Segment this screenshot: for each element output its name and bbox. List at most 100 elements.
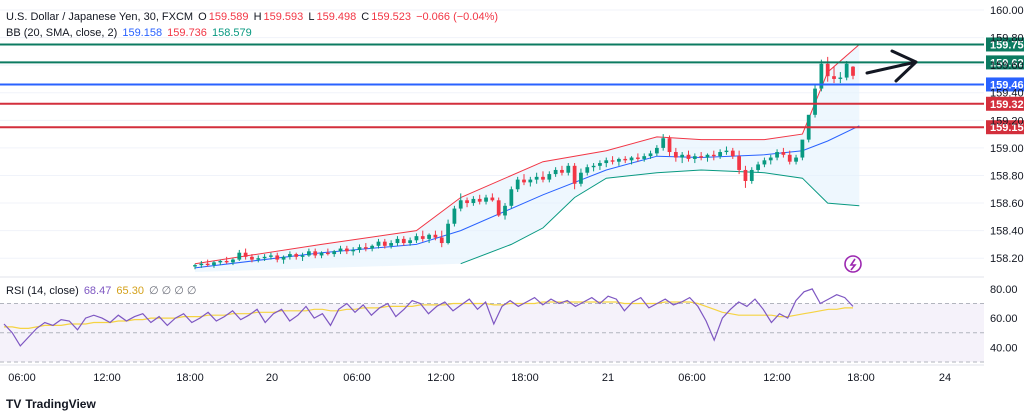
candle-body [680,154,685,158]
candle-body [553,169,558,175]
candle-body [496,200,501,216]
candle-body [300,255,305,257]
candle-body [446,223,450,244]
candle-body [275,255,280,260]
candle-body [781,152,786,155]
price-tick-label: 158.60 [990,198,1024,210]
arrow-line[interactable] [865,49,918,83]
candle-body [325,252,330,255]
candle-body [541,176,545,180]
tradingview-logo[interactable]: TV TradingView [6,397,96,411]
candle-body [851,66,855,76]
candle-body [572,165,577,184]
price-tick-label: 159.20 [990,115,1024,127]
time-tick-label: 06:00 [678,372,706,384]
price-tick-label: 159.40 [990,88,1024,100]
arrow-drawing[interactable] [865,49,918,83]
symbol-title[interactable]: U.S. Dollar / Japanese Yen, 30, FXCM [6,11,194,23]
rsi-value: 68.47 [83,285,112,297]
candle-body [667,138,672,153]
candle-body [686,154,691,159]
rsi-tick-label: 80.00 [990,284,1018,296]
candle-body [743,169,748,181]
candle-body [737,156,741,170]
candle-body [566,165,571,173]
candle-body [471,198,476,204]
candle-body [332,251,337,255]
candle-body [281,256,286,260]
candle-body [610,160,615,162]
candle-body [787,154,792,162]
candle-body [591,165,596,168]
rsi-ma-value: 65.30 [116,285,144,297]
candle-body [699,156,704,158]
candle-body [237,252,242,260]
level-tag [986,96,1024,111]
candle-body [560,169,564,173]
candle-body [344,248,349,252]
bollinger-label[interactable]: BB (20, SMA, close, 2) [6,27,118,39]
candle-body [794,157,798,162]
rsi-legend[interactable]: RSI (14, close) 68.47 65.30 ∅ ∅ ∅ ∅ [6,284,199,297]
price-axis[interactable]: 158.20158.40158.60158.80159.00159.20159.… [990,5,1024,265]
candle-body [458,200,463,209]
symbol-legend[interactable]: U.S. Dollar / Japanese Yen, 30, FXCM O 15… [6,11,500,23]
candle-body [319,252,324,256]
candle-body [408,240,412,244]
time-axis[interactable]: 06:00 12:00 18:00 20 06:00 12:00 18:00 21 06:00 1… [0,364,984,384]
time-tick-label: 06:00 [8,372,36,384]
bollinger-lower-value: 158.579 [211,27,252,39]
bollinger-band-fill [195,44,860,272]
level-tag [986,77,1024,92]
candle-body [465,200,469,204]
price-tick-label: 159.60 [990,60,1024,72]
price-tick-label: 159.00 [990,143,1024,155]
candle-body [629,157,634,161]
rsi-tick-label: 60.00 [990,313,1018,325]
rsi-line [3,288,854,347]
price-grid [0,9,984,259]
price-tick-label: 158.40 [990,226,1024,238]
candle-body [269,255,273,257]
candle-body [813,88,817,115]
candle-body [762,160,767,165]
alert-icon[interactable] [844,255,862,273]
candle-body [705,154,710,158]
candle-body [598,163,602,166]
candle-body [749,169,754,181]
candle-body [477,198,482,202]
candle-body [351,249,356,252]
level-tag-label: 159.62 [990,57,1024,69]
candle-body [503,205,507,216]
candle-body [420,236,425,239]
candle-body [484,197,488,202]
candle-body [623,158,628,161]
candle-body [401,238,406,244]
candle-body [800,139,805,158]
rsi-pane [0,288,984,363]
candle-body [338,248,343,252]
open-label: O [198,11,207,23]
time-tick-label: 21 [602,372,614,384]
bollinger-lower-line [460,169,860,265]
price-tick-label: 159.80 [990,33,1024,45]
candle-body [288,254,292,257]
candle-body [370,245,375,249]
candle-body [547,174,552,180]
candle-body [357,247,362,250]
rsi-label[interactable]: RSI (14, close) [6,285,79,297]
candle-body [389,243,394,246]
close-label: C [361,11,370,23]
bollinger-basis-value: 159.158 [122,27,163,39]
close-value: 159.523 [371,11,412,23]
high-value: 159.593 [263,11,304,23]
price-tick-label: 160.00 [990,5,1024,17]
bollinger-legend[interactable]: BB (20, SMA, close, 2) 159.158 159.736 1… [6,27,254,39]
candle-body [262,256,267,259]
candle-body [522,179,526,183]
candle-body [313,251,318,256]
candle-body [819,63,824,89]
rsi-axis[interactable]: 40.00 60.00 80.00 [990,284,1018,355]
low-value: 159.498 [316,11,357,23]
time-tick-label: 24 [939,372,951,384]
